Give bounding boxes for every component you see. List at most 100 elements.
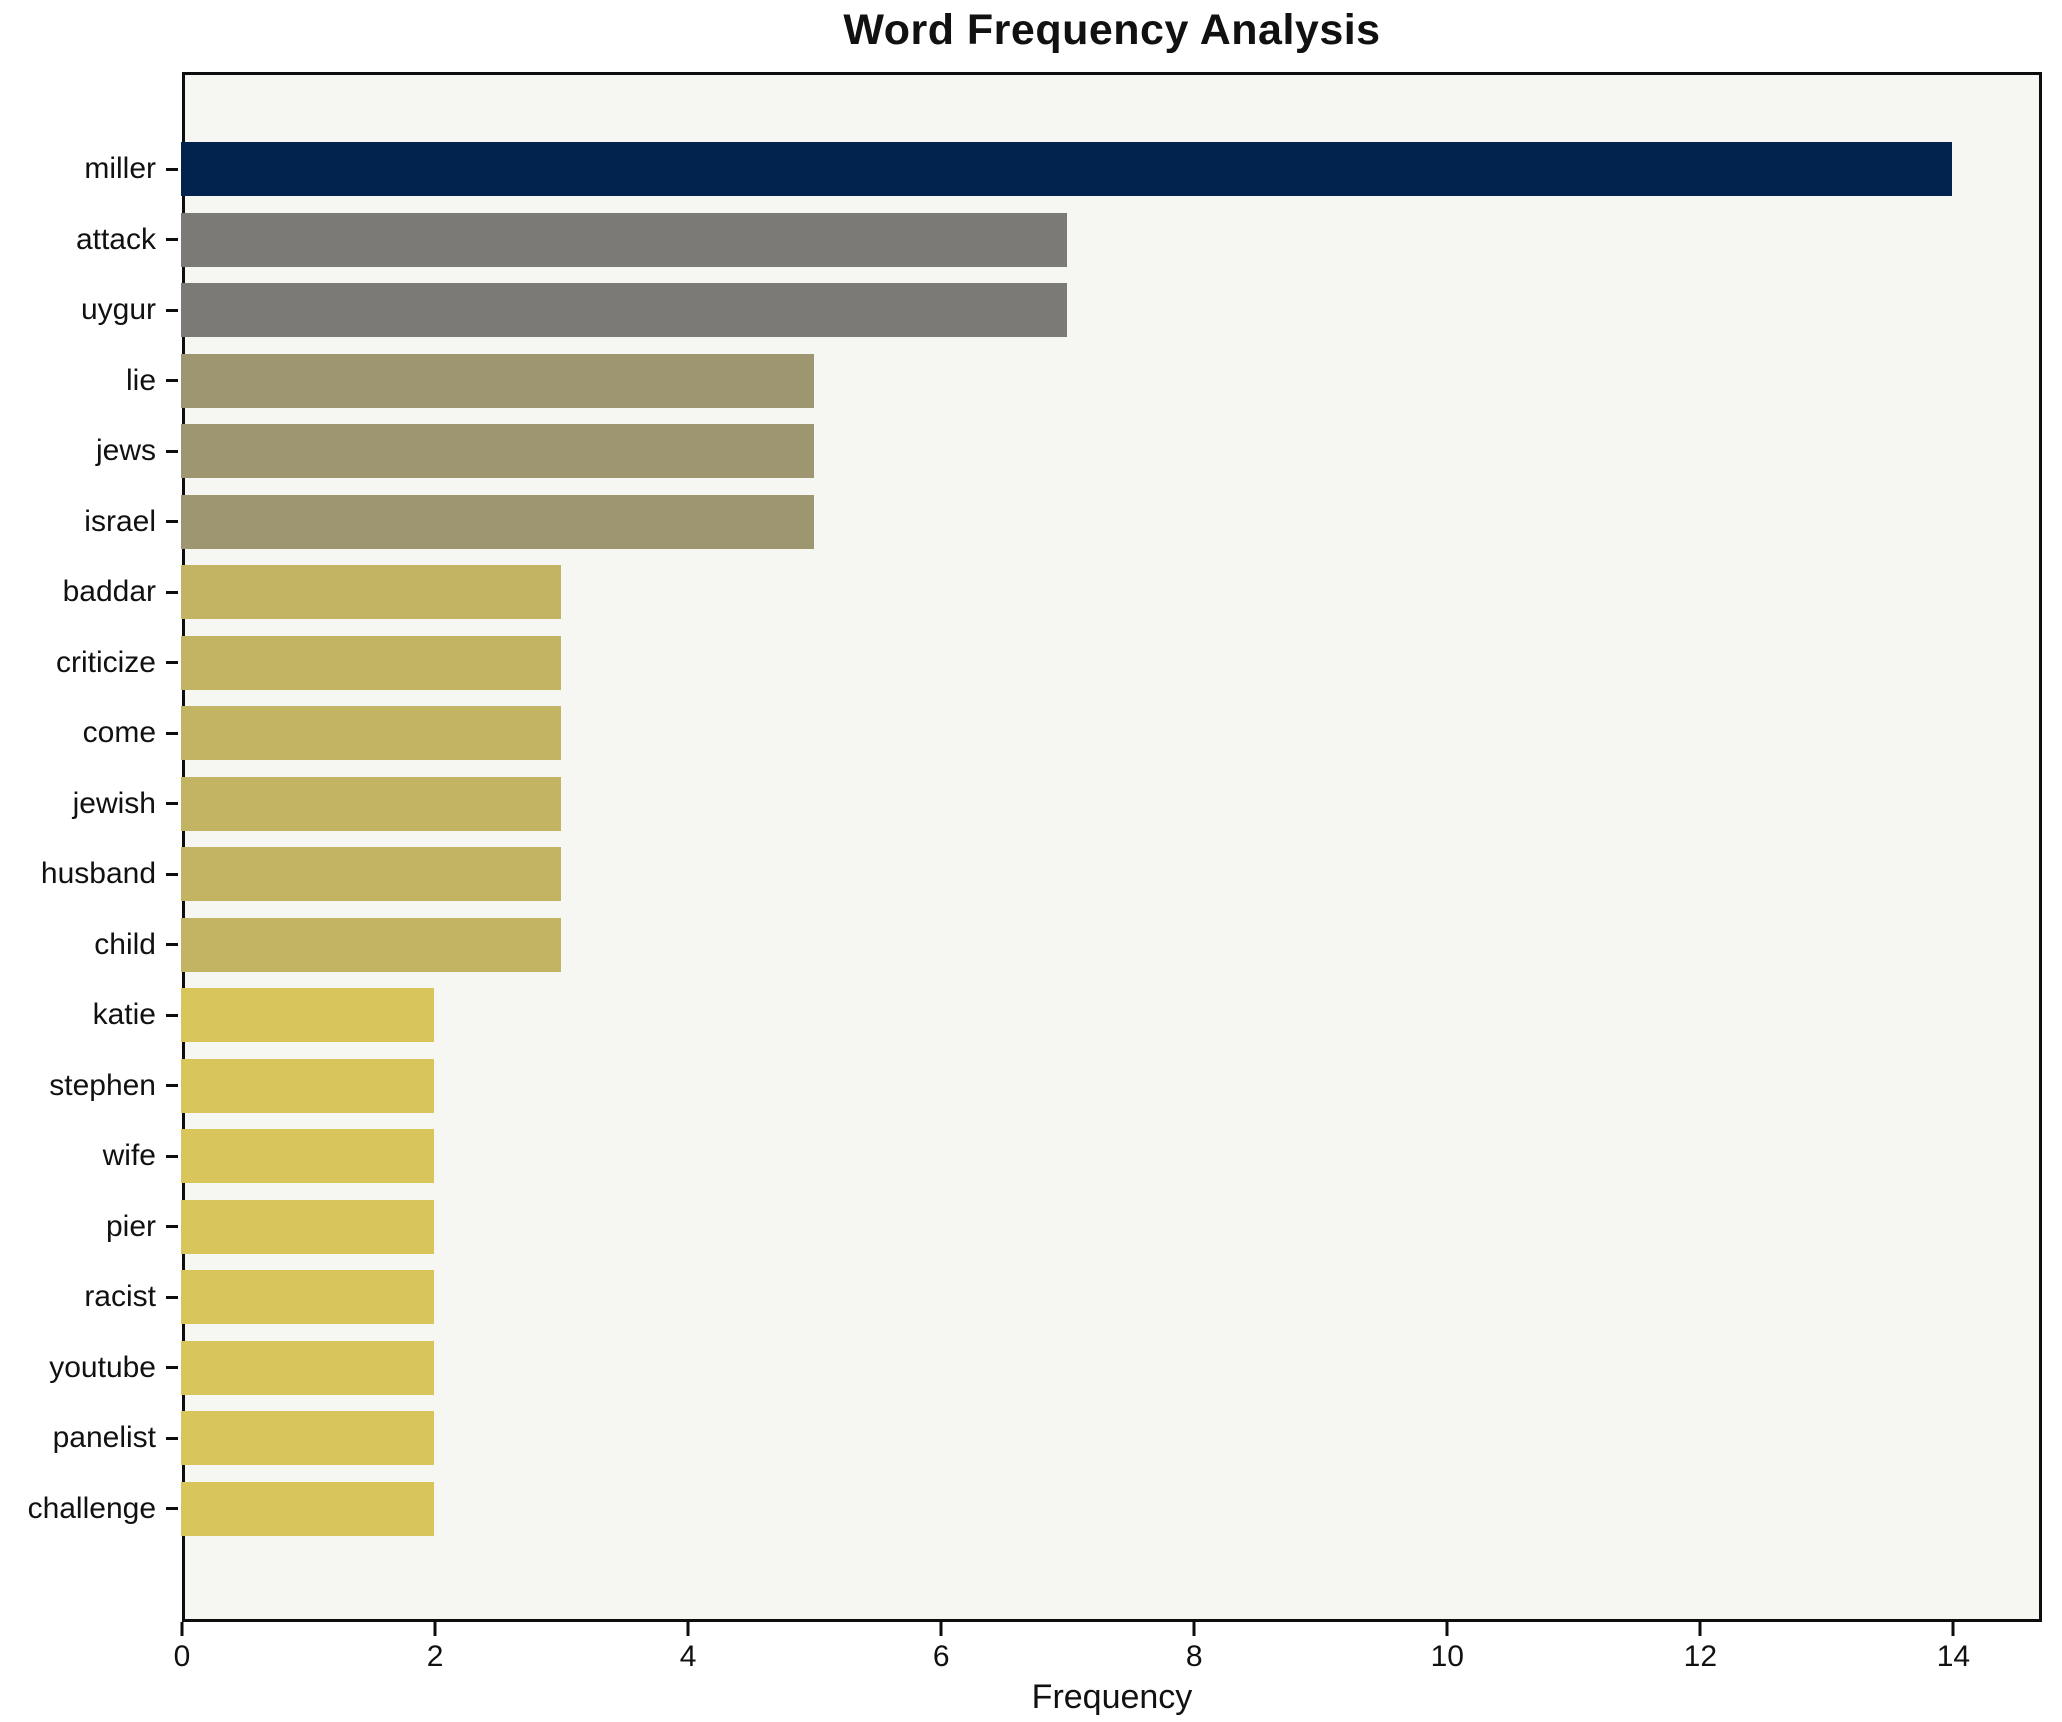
y-tick-label: pier (105, 1209, 156, 1243)
y-tick-label: come (82, 716, 156, 750)
y-tick-label: uygur (80, 293, 156, 327)
bar-row: husband (0, 839, 2062, 910)
y-tick-mark (166, 872, 178, 876)
bar-rows: miller attack uygur lie jews israel baddar crit… (0, 72, 2062, 1622)
y-tick-mark (166, 520, 178, 524)
bar (181, 1129, 435, 1184)
y-tick-label: lie (125, 363, 156, 397)
y-tick-mark (166, 661, 178, 665)
y-tick-label: jews (95, 434, 156, 468)
y-tick-mark (166, 1084, 178, 1088)
bar (181, 988, 435, 1043)
x-axis-label: Frequency (1031, 1678, 1193, 1716)
bar-row: miller (0, 134, 2062, 205)
bar (181, 1340, 435, 1395)
x-tick-label: 12 (1683, 1640, 1718, 1673)
bar-row: panelist (0, 1403, 2062, 1474)
bar (181, 1199, 435, 1254)
y-tick-mark (166, 943, 178, 947)
bar-row: racist (0, 1262, 2062, 1333)
y-tick-mark (166, 590, 178, 594)
y-tick-mark (166, 167, 178, 171)
y-tick-mark (166, 802, 178, 806)
y-tick-label: wife (102, 1139, 156, 1173)
bar-track (178, 988, 2062, 1043)
bar (181, 706, 561, 761)
x-tick-label: 14 (1936, 1640, 1971, 1673)
bar-row: attack (0, 205, 2062, 276)
y-tick-label: criticize (55, 645, 156, 679)
y-tick-mark (166, 1295, 178, 1299)
x-tick-mark (1951, 1622, 1955, 1636)
bar (181, 847, 561, 902)
y-tick-mark (166, 1013, 178, 1017)
y-tick-mark (166, 379, 178, 383)
x-tick-mark (433, 1622, 437, 1636)
x-tick-mark (686, 1622, 690, 1636)
bar (181, 494, 814, 549)
bar-track (178, 212, 2062, 267)
bar-row: come (0, 698, 2062, 769)
y-tick-mark (166, 731, 178, 735)
bar (181, 424, 814, 479)
bar (181, 1270, 435, 1325)
y-tick-label: jewish (72, 786, 156, 820)
y-tick-label: attack (75, 222, 156, 256)
bar (181, 1481, 435, 1536)
bar-track (178, 1199, 2062, 1254)
bar-track (178, 1340, 2062, 1395)
x-tick-mark (180, 1622, 184, 1636)
bar-row: youtube (0, 1333, 2062, 1404)
y-tick-label: child (94, 927, 156, 961)
x-tick-label: 2 (426, 1640, 444, 1673)
bar-row: lie (0, 346, 2062, 417)
y-tick-label: youtube (49, 1350, 156, 1384)
bar-row: criticize (0, 628, 2062, 699)
bar-track (178, 776, 2062, 831)
y-tick-mark (166, 308, 178, 312)
bar (181, 142, 1953, 197)
bar (181, 353, 814, 408)
y-tick-mark (166, 1154, 178, 1158)
y-tick-mark (166, 238, 178, 242)
y-tick-mark (166, 1436, 178, 1440)
bar-track (178, 1481, 2062, 1536)
x-tick-label: 8 (1185, 1640, 1203, 1673)
y-tick-mark (166, 1225, 178, 1229)
bar-row: child (0, 910, 2062, 981)
bar-row: challenge (0, 1474, 2062, 1545)
bar-track (178, 635, 2062, 690)
y-tick-label: stephen (49, 1068, 156, 1102)
bar-track (178, 1411, 2062, 1466)
bar-row: wife (0, 1121, 2062, 1192)
bar-track (178, 142, 2062, 197)
bar-track (178, 917, 2062, 972)
y-tick-label: baddar (62, 575, 156, 609)
x-tick-label: 4 (679, 1640, 697, 1673)
x-tick-label: 0 (173, 1640, 191, 1673)
bar-track (178, 424, 2062, 479)
bar-track (178, 1058, 2062, 1113)
bar-row: baddar (0, 557, 2062, 628)
y-tick-mark (166, 449, 178, 453)
bar-row: jewish (0, 769, 2062, 840)
y-tick-mark (166, 1366, 178, 1370)
x-tick-label: 10 (1430, 1640, 1464, 1673)
bar-row: stephen (0, 1051, 2062, 1122)
bar-row: israel (0, 487, 2062, 558)
y-tick-label: panelist (52, 1421, 156, 1455)
y-tick-label: katie (92, 998, 156, 1032)
bar-track (178, 847, 2062, 902)
bar (181, 283, 1067, 338)
x-tick-mark (1445, 1622, 1449, 1636)
x-tick-mark (1192, 1622, 1196, 1636)
bar-row: uygur (0, 275, 2062, 346)
bar (181, 1058, 435, 1113)
bar-track (178, 565, 2062, 620)
y-tick-label: challenge (27, 1491, 156, 1525)
bar-track (178, 283, 2062, 338)
bar (181, 212, 1067, 267)
bar-row: jews (0, 416, 2062, 487)
bar-track (178, 1270, 2062, 1325)
